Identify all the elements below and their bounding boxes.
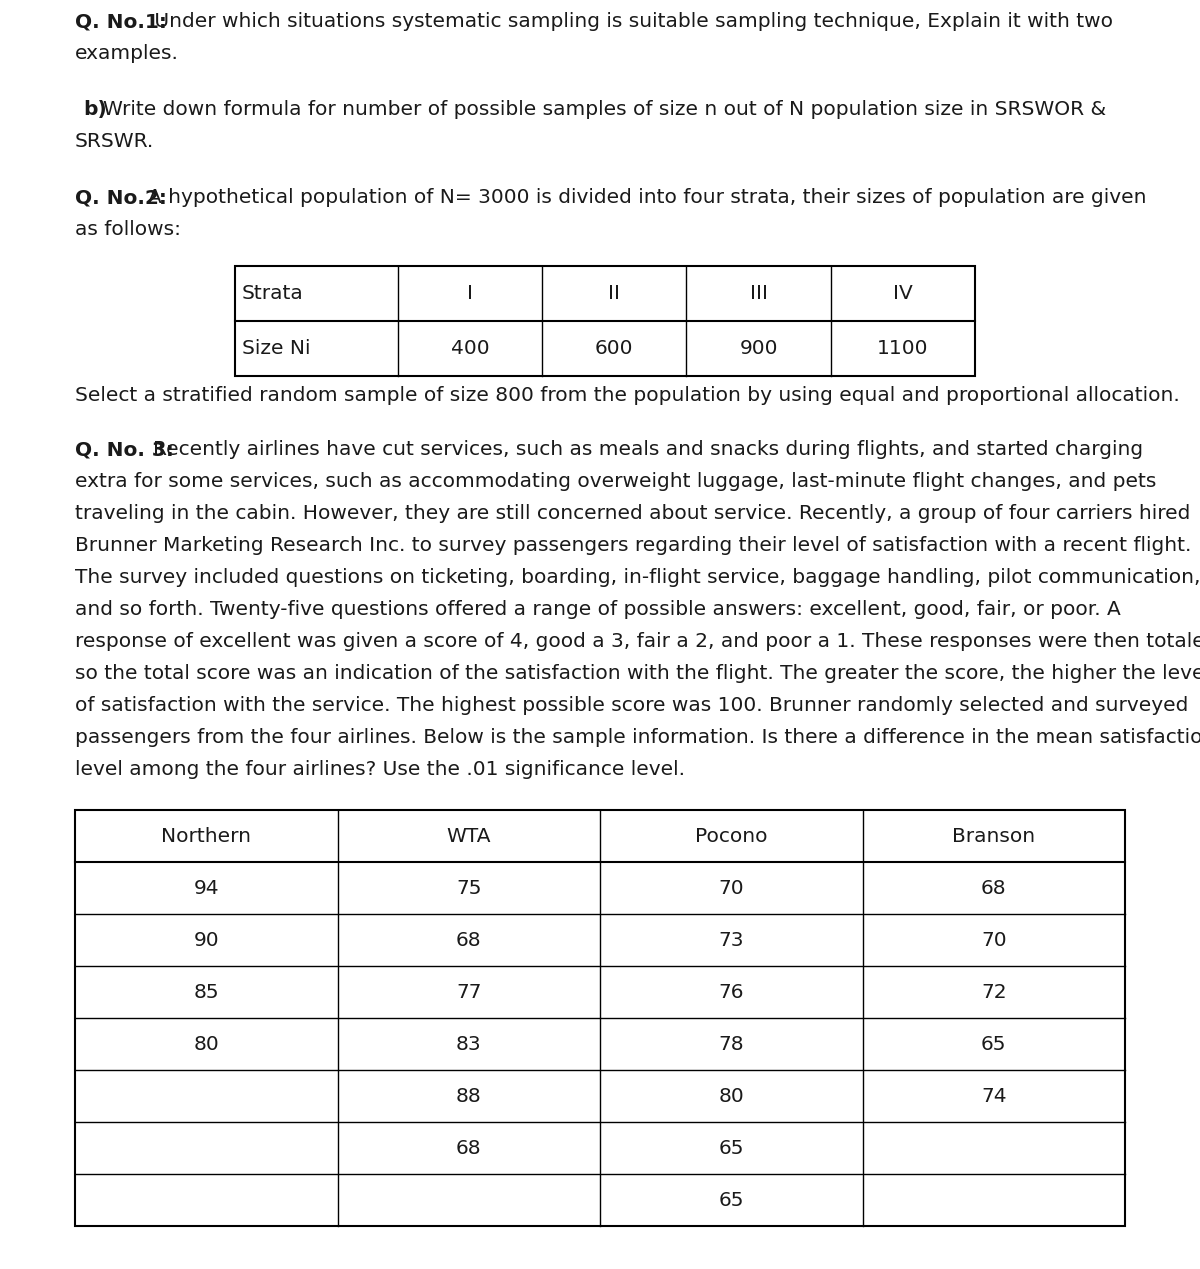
Text: Branson: Branson <box>952 826 1036 845</box>
Text: level among the four airlines? Use the .01 significance level.: level among the four airlines? Use the .… <box>74 760 685 779</box>
Text: SRSWR.: SRSWR. <box>74 132 155 151</box>
Text: Write down formula for number of possible samples of size n out of N population : Write down formula for number of possibl… <box>103 100 1106 119</box>
Text: Q. No. 3:: Q. No. 3: <box>74 440 174 459</box>
Text: II: II <box>608 284 620 303</box>
Text: 70: 70 <box>980 930 1007 949</box>
Text: 83: 83 <box>456 1034 481 1053</box>
Text: WTA: WTA <box>446 826 491 845</box>
Text: 70: 70 <box>719 878 744 897</box>
Text: 74: 74 <box>980 1086 1007 1105</box>
Text: passengers from the four airlines. Below is the sample information. Is there a d: passengers from the four airlines. Below… <box>74 728 1200 747</box>
Text: 77: 77 <box>456 982 481 1001</box>
Text: 68: 68 <box>456 1138 481 1157</box>
Text: examples.: examples. <box>74 44 179 63</box>
Text: 1100: 1100 <box>877 339 929 358</box>
Text: and so forth. Twenty-five questions offered a range of possible answers: excelle: and so forth. Twenty-five questions offe… <box>74 600 1121 619</box>
Text: Recently airlines have cut services, such as meals and snacks during flights, an: Recently airlines have cut services, suc… <box>154 440 1144 459</box>
Text: traveling in the cabin. However, they are still concerned about service. Recentl: traveling in the cabin. However, they ar… <box>74 504 1190 523</box>
Text: 90: 90 <box>193 930 220 949</box>
Text: 400: 400 <box>451 339 490 358</box>
Text: response of excellent was given a score of 4, good a 3, fair a 2, and poor a 1. : response of excellent was given a score … <box>74 632 1200 651</box>
Text: 73: 73 <box>719 930 744 949</box>
Text: 94: 94 <box>193 878 220 897</box>
Text: Pocono: Pocono <box>695 826 768 845</box>
Text: I: I <box>467 284 473 303</box>
Text: Northern: Northern <box>161 826 251 845</box>
Text: as follows:: as follows: <box>74 220 181 239</box>
Text: Under which situations systematic sampling is suitable sampling technique, Expla: Under which situations systematic sampli… <box>148 11 1114 30</box>
Text: 88: 88 <box>456 1086 481 1105</box>
Text: 68: 68 <box>456 930 481 949</box>
Text: IV: IV <box>893 284 913 303</box>
Bar <box>74 810 1126 1226</box>
Text: 68: 68 <box>980 878 1007 897</box>
Text: A hypothetical population of N= 3000 is divided into four strata, their sizes of: A hypothetical population of N= 3000 is … <box>148 188 1146 207</box>
Text: Select a stratified random sample of size 800 from the population by using equal: Select a stratified random sample of siz… <box>74 386 1180 405</box>
Text: Size Ni: Size Ni <box>242 339 311 358</box>
Text: of satisfaction with the service. The highest possible score was 100. Brunner ra: of satisfaction with the service. The hi… <box>74 695 1188 714</box>
Text: 85: 85 <box>193 982 220 1001</box>
Text: Q. No.1:: Q. No.1: <box>74 11 167 30</box>
Text: 80: 80 <box>193 1034 220 1053</box>
Text: Q. No.2:: Q. No.2: <box>74 188 167 207</box>
Text: extra for some services, such as accommodating overweight luggage, last-minute f: extra for some services, such as accommo… <box>74 472 1157 491</box>
Bar <box>235 266 974 376</box>
Text: 65: 65 <box>982 1034 1007 1053</box>
Text: 75: 75 <box>456 878 481 897</box>
Text: b): b) <box>83 100 107 119</box>
Text: 600: 600 <box>595 339 634 358</box>
Text: III: III <box>750 284 768 303</box>
Text: The survey included questions on ticketing, boarding, in-flight service, baggage: The survey included questions on ticketi… <box>74 569 1200 588</box>
Text: 72: 72 <box>980 982 1007 1001</box>
Text: Strata: Strata <box>242 284 304 303</box>
Text: 76: 76 <box>719 982 744 1001</box>
Text: 78: 78 <box>719 1034 744 1053</box>
Text: 65: 65 <box>719 1138 744 1157</box>
Text: 65: 65 <box>719 1190 744 1209</box>
Text: Brunner Marketing Research Inc. to survey passengers regarding their level of sa: Brunner Marketing Research Inc. to surve… <box>74 536 1192 555</box>
Text: 900: 900 <box>739 339 778 358</box>
Text: 80: 80 <box>719 1086 744 1105</box>
Text: so the total score was an indication of the satisfaction with the flight. The gr: so the total score was an indication of … <box>74 664 1200 683</box>
